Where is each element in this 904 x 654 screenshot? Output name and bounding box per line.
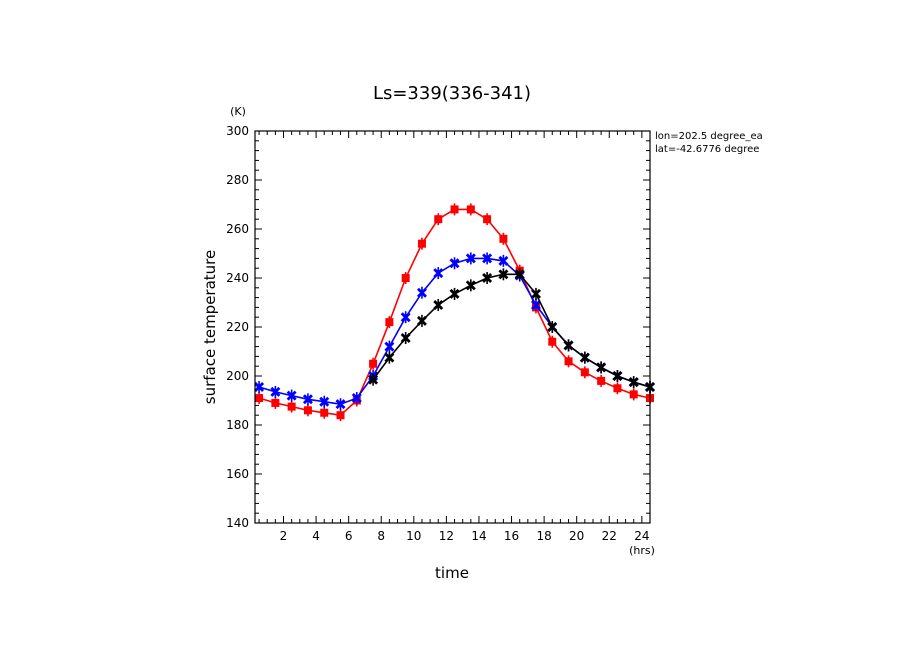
data-point <box>466 203 475 216</box>
series-line <box>258 257 651 406</box>
data-point <box>482 252 493 265</box>
data-point <box>416 314 427 327</box>
data-point <box>612 370 623 382</box>
series-line <box>258 208 651 417</box>
chart-title: Ls=339(336-341) <box>373 83 531 104</box>
y-axis-title: surface temperature <box>201 250 219 405</box>
data-point <box>563 339 574 352</box>
data-point <box>547 321 558 333</box>
data-point <box>597 374 606 387</box>
data-point <box>368 373 379 386</box>
data-point <box>465 279 476 292</box>
x-tick-label: 24 <box>634 529 649 543</box>
data-point <box>596 361 607 374</box>
data-point <box>465 252 476 265</box>
series-3 <box>368 268 655 394</box>
data-point <box>270 385 281 398</box>
data-point <box>613 382 622 395</box>
data-point <box>369 357 378 370</box>
y-tick-label: 180 <box>226 418 249 432</box>
data-point <box>303 404 312 417</box>
data-point <box>499 232 508 245</box>
data-point <box>433 267 444 280</box>
x-tick-label: 8 <box>377 529 385 543</box>
series-line <box>372 273 651 388</box>
x-tick-label: 18 <box>536 529 551 543</box>
data-point <box>417 237 426 250</box>
data-point <box>400 311 411 324</box>
data-point <box>385 316 394 329</box>
series-2 <box>254 252 655 411</box>
data-point <box>335 398 346 411</box>
y-tick-label: 220 <box>226 320 249 334</box>
data-point <box>498 268 509 281</box>
data-point <box>254 381 265 394</box>
y-axis-unit: (K) <box>230 105 246 118</box>
data-point <box>384 351 395 364</box>
data-point <box>564 355 573 368</box>
data-point <box>401 272 410 284</box>
x-axis-title: time <box>435 564 469 582</box>
plot-frame <box>254 130 651 524</box>
x-tick-label: 14 <box>471 529 486 543</box>
data-point <box>548 335 557 348</box>
x-tick-label: 10 <box>406 529 421 543</box>
data-point <box>302 393 313 406</box>
x-tick-label: 12 <box>439 529 454 543</box>
series-1 <box>255 203 654 422</box>
data-point <box>384 340 395 353</box>
data-point <box>580 366 589 379</box>
data-point <box>433 298 444 311</box>
y-tick-label: 160 <box>226 467 249 481</box>
data-point <box>434 213 443 226</box>
data-point <box>628 376 639 389</box>
data-point <box>482 272 493 284</box>
data-point <box>319 395 330 408</box>
data-point <box>530 298 541 311</box>
y-tick-label: 300 <box>226 124 249 138</box>
x-tick-label: 4 <box>312 529 320 543</box>
data-point <box>336 409 345 422</box>
y-tick-label: 280 <box>226 173 249 187</box>
data-point <box>320 406 329 419</box>
data-point <box>579 351 590 364</box>
data-point <box>629 388 638 401</box>
lat-annotation: lat=-42.6776 degree <box>655 144 759 155</box>
x-tick-label: 6 <box>345 529 353 543</box>
data-point <box>416 286 427 299</box>
data-point <box>286 389 297 402</box>
x-axis-unit: (hrs) <box>629 544 655 557</box>
data-point <box>271 396 280 409</box>
data-point <box>255 392 264 405</box>
y-tick-label: 200 <box>226 369 249 383</box>
data-point <box>498 254 509 267</box>
series-layer <box>254 203 655 422</box>
data-point <box>530 287 541 300</box>
y-tick-label: 140 <box>226 516 249 530</box>
data-point <box>450 203 459 216</box>
data-point <box>449 287 460 300</box>
x-tick-label: 16 <box>504 529 519 543</box>
data-point <box>400 332 411 345</box>
data-point <box>287 400 296 413</box>
x-tick-label: 22 <box>602 529 617 543</box>
y-tick-label: 240 <box>226 271 249 285</box>
y-tick-label: 260 <box>226 222 249 236</box>
lon-annotation: lon=202.5 degree_ea <box>655 131 763 142</box>
x-tick-label: 20 <box>569 529 584 543</box>
data-point <box>483 213 492 226</box>
data-point <box>449 257 460 270</box>
x-tick-label: 2 <box>280 529 288 543</box>
data-point <box>351 392 362 405</box>
data-point <box>514 268 525 281</box>
